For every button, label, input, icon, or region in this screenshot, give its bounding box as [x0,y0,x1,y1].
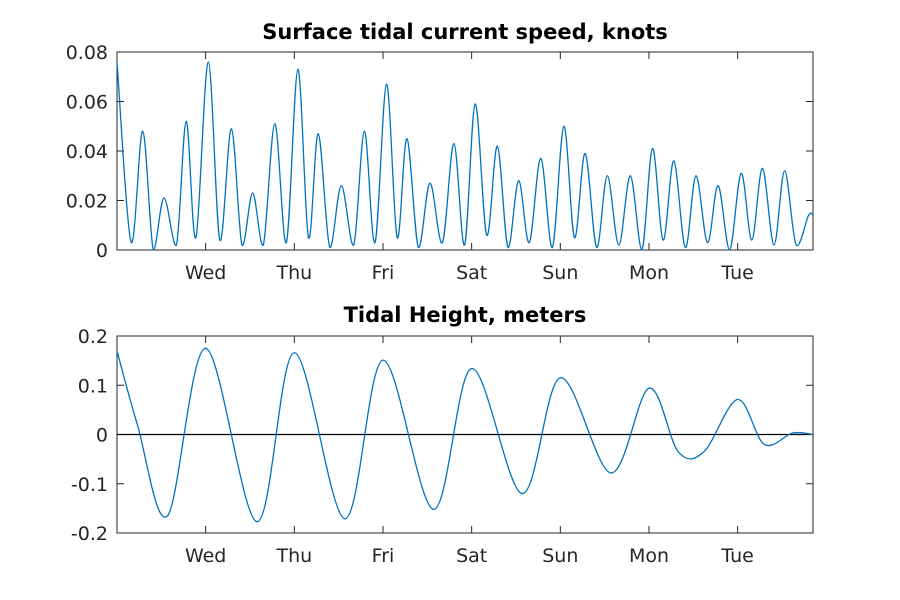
tidal-height-x-tick-label: Thu [275,545,312,567]
tidal-height-title: Tidal Height, meters [344,303,587,327]
tidal-height-x-tick-label: Wed [185,545,226,567]
tidal-height-y-tick-label: -0.2 [71,523,108,545]
tidal-height-y-tick-label: 0.2 [78,326,108,348]
tidal-height-series-line [116,347,814,523]
current-speed-x-tick-label: Fri [372,262,395,284]
tidal-height-x-tick-label: Tue [720,545,753,567]
current-speed-x-tick-label: Thu [275,262,312,284]
current-speed-axes-box [116,51,814,251]
current-speed-y-tick-label: 0.02 [66,191,108,213]
tidal-height-x-tick-label: Fri [372,545,395,567]
tidal-height-x-tick-label: Sat [456,545,487,567]
current-speed-x-tick-label: Mon [629,262,669,284]
tidal-height-x-tick-label: Mon [629,545,669,567]
current-speed-y-tick-label: 0.06 [66,92,108,114]
current-speed-x-tick-label: Sun [542,262,578,284]
current-speed-title: Surface tidal current speed, knots [262,20,668,44]
current-speed-x-tick-label: Wed [185,262,226,284]
tidal-height-y-tick-label: -0.1 [71,474,108,496]
tidal-height-x-tick-label: Sun [542,545,578,567]
current-speed-x-tick-label: Tue [720,262,753,284]
current-speed-x-tick-label: Sat [456,262,487,284]
current-speed-panel: Surface tidal current speed, knots 0 0.02… [66,20,814,284]
tidal-height-y-tick-label: 0.1 [78,375,108,397]
current-speed-y-tick-label: 0 [96,240,108,262]
current-speed-y-tick-label: 0.08 [66,42,108,64]
current-speed-series-line [116,61,814,251]
tidal-height-y-tick-label: 0 [96,425,108,447]
current-speed-y-tick-label: 0.04 [66,141,108,163]
tidal-height-panel: Tidal Height, meters -0.2 -0.1 0 0.1 0.2 Wed T… [71,303,814,567]
